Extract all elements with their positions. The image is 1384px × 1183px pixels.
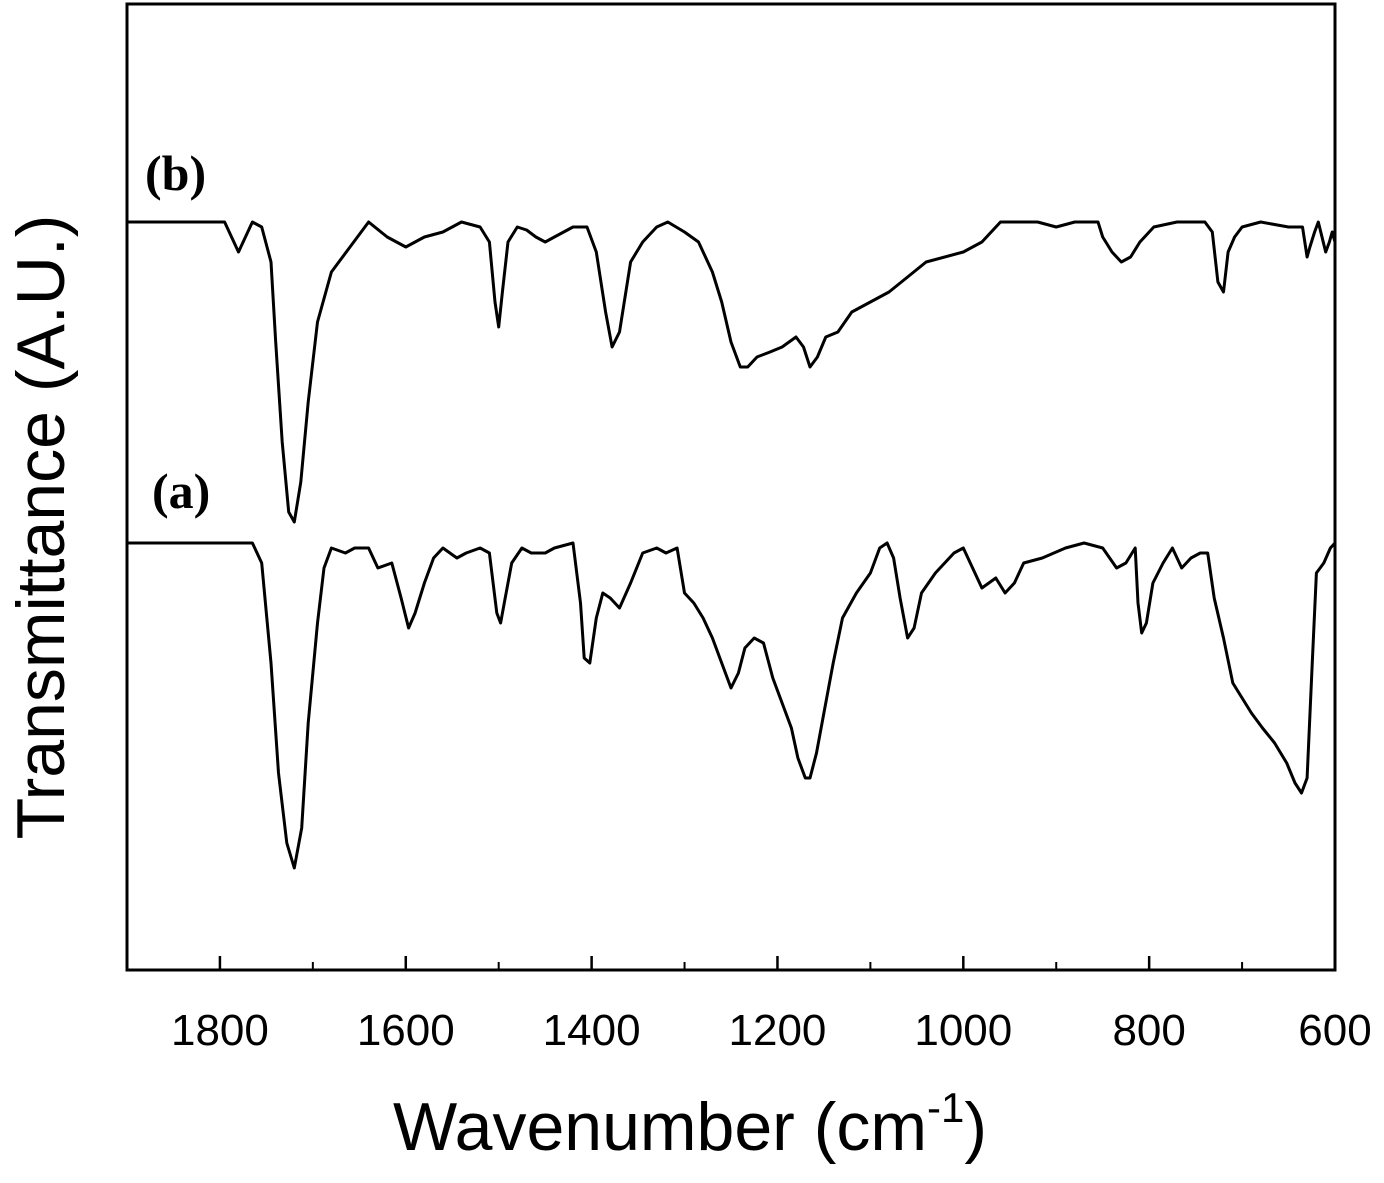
x-axis-title-suffix: ) (964, 1089, 987, 1165)
x-tick-label: 800 (1112, 1006, 1185, 1055)
spectra (125, 220, 1337, 870)
spectrum-label-a: (a) (152, 463, 210, 519)
x-axis-ticks (126, 956, 1337, 970)
plot-frame (125, 2, 1337, 972)
spectrum-label-b: (b) (145, 145, 206, 201)
x-axis-tick-labels: 1800 1600 1400 1200 1000 800 600 (171, 1006, 1372, 1055)
x-tick-label: 1600 (357, 1006, 455, 1055)
x-tick-label: 1800 (171, 1006, 269, 1055)
x-tick-label: 600 (1298, 1006, 1371, 1055)
y-axis-title: Transmittance (A.U.) (3, 215, 79, 840)
spectrum-line-b (125, 220, 1337, 524)
x-tick-label: 1400 (543, 1006, 641, 1055)
spectrum-line-a (125, 541, 1337, 870)
x-axis-title-superscript: -1 (927, 1084, 964, 1131)
x-tick-label: 1000 (914, 1006, 1012, 1055)
x-axis-title-main: Wavenumber (cm (393, 1089, 927, 1165)
x-tick-label: 1200 (729, 1006, 827, 1055)
x-axis-title: Wavenumber (cm-1) (393, 1084, 987, 1165)
spectrum-labels: (b) (a) (145, 145, 210, 519)
